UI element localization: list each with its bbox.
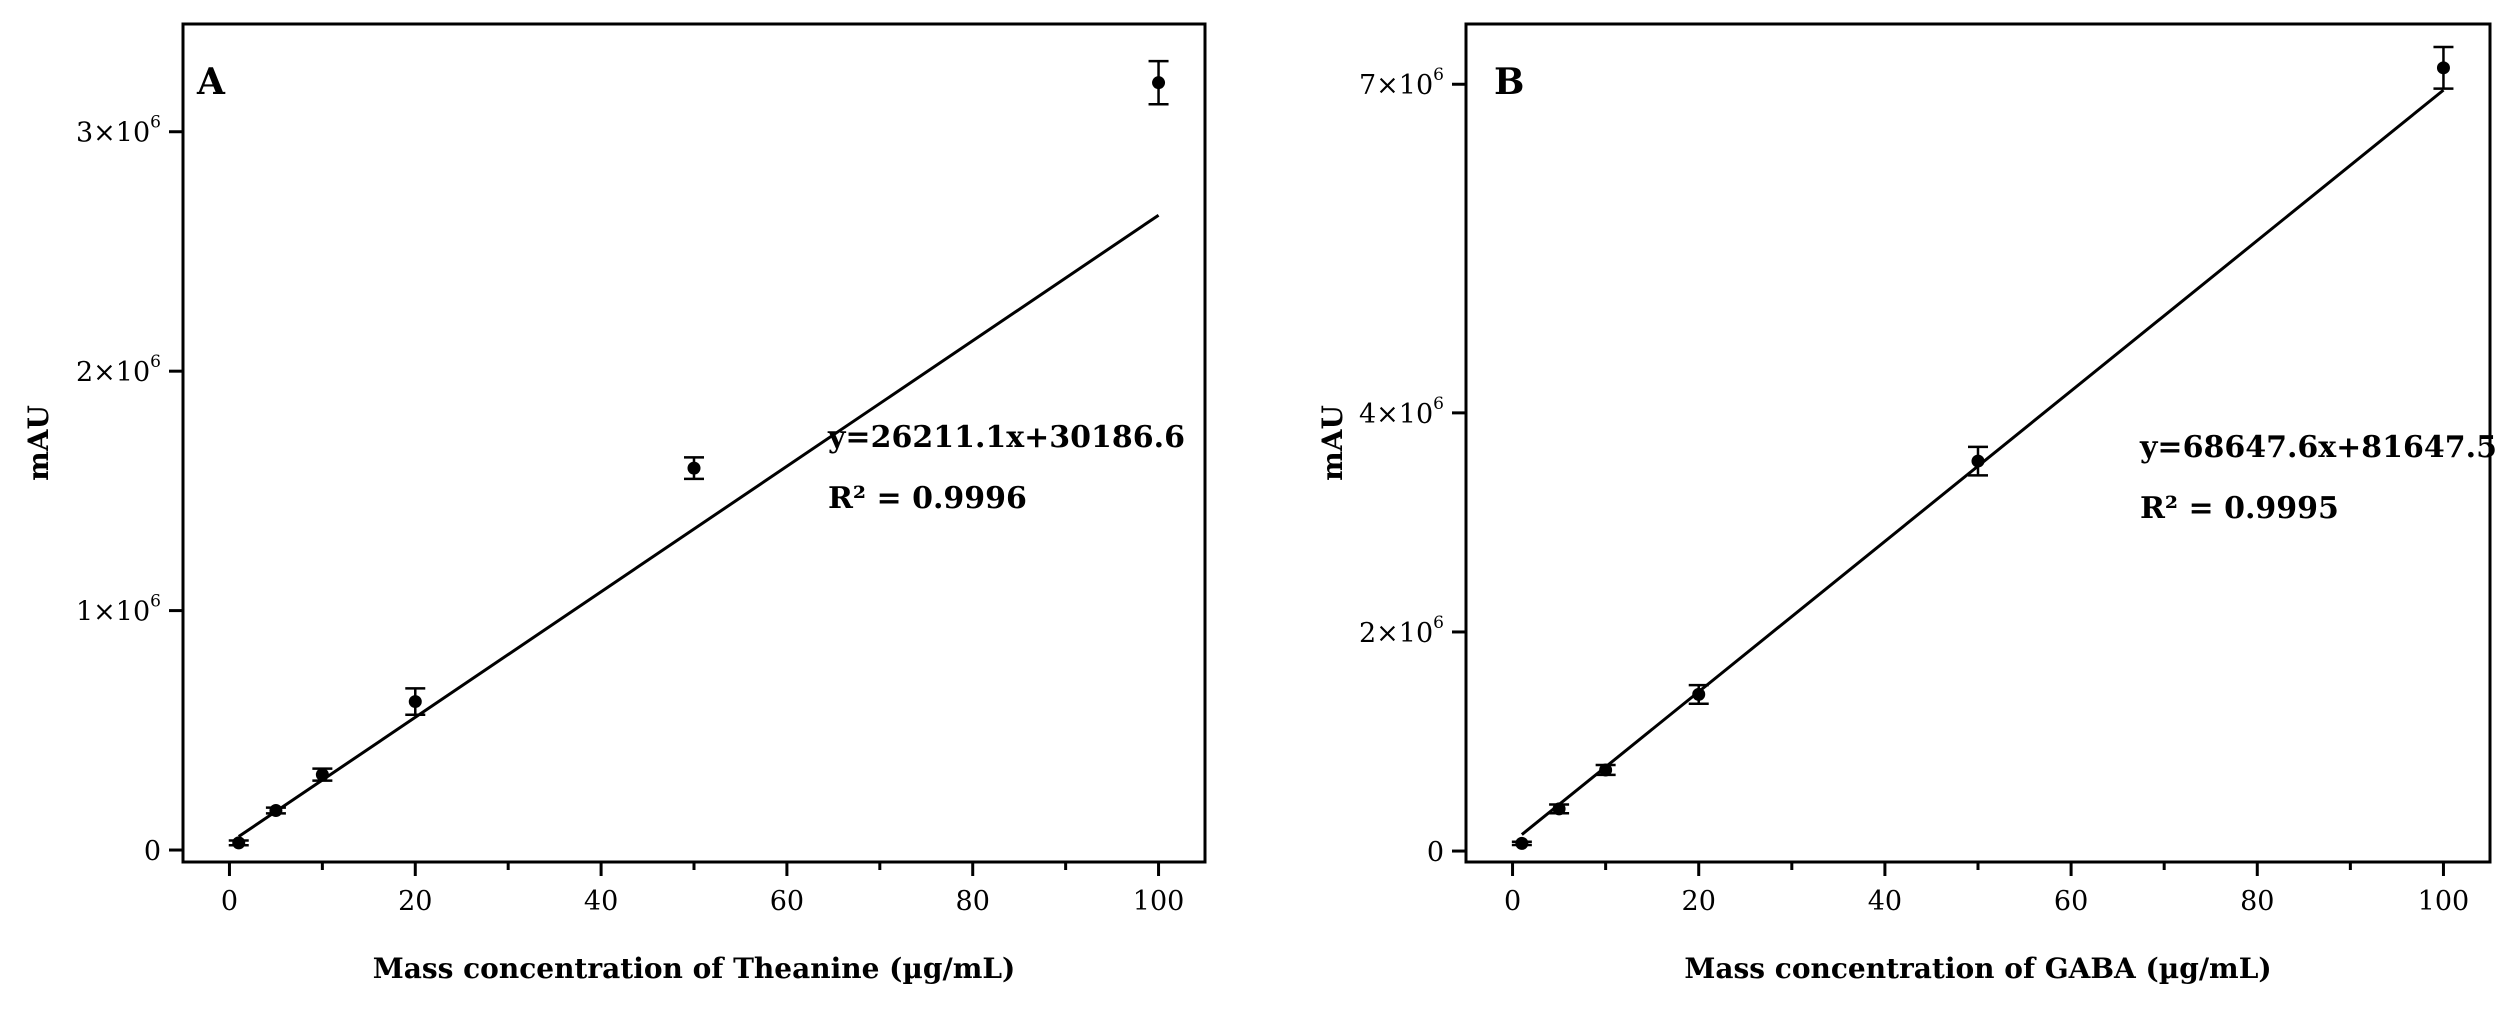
x-tick-label: 80 <box>2240 886 2274 917</box>
data-point <box>1692 687 1706 701</box>
y-tick-label: 2×106 <box>1359 613 1444 649</box>
data-point <box>1152 76 1166 90</box>
y-tick-label-exponent: 6 <box>1433 394 1444 414</box>
x-tick-label: 40 <box>1868 886 1902 917</box>
data-point <box>1599 763 1613 777</box>
x-tick-label: 20 <box>1682 886 1716 917</box>
data-point <box>687 461 701 475</box>
r-squared: R² = 0.9996 <box>828 481 1027 516</box>
data-point <box>1552 802 1566 816</box>
y-tick-label-exponent: 6 <box>150 592 161 612</box>
y-tick-label-exponent: 6 <box>150 113 161 133</box>
data-point <box>1971 454 1985 468</box>
panel-label: B <box>1494 61 1524 103</box>
data-point <box>408 695 422 709</box>
fit-line <box>237 213 1160 838</box>
y-tick-label: 7×106 <box>1359 65 1444 101</box>
y-tick-label-base: 1×10 <box>76 597 150 628</box>
data-point <box>232 836 246 850</box>
y-tick-label-base: 2×10 <box>1359 618 1433 649</box>
data-point <box>269 804 283 818</box>
y-axis-title: mAU <box>22 405 55 481</box>
x-tick-label: 40 <box>584 886 618 917</box>
x-tick-label: 100 <box>1133 886 1185 917</box>
panel-label: A <box>196 61 226 103</box>
y-tick-label: 0 <box>1427 837 1444 868</box>
y-tick-label-exponent: 6 <box>150 352 161 372</box>
x-tick-label: 80 <box>956 886 990 917</box>
fit-equation: y=26211.1x+30186.6 <box>827 420 1185 455</box>
y-tick-label-exponent: 6 <box>1433 65 1444 85</box>
x-axis-title: Mass concentration of GABA (µg/mL) <box>1684 952 2271 985</box>
data-point <box>1515 836 1529 850</box>
x-tick-label: 0 <box>221 886 238 917</box>
x-tick-label: 20 <box>398 886 432 917</box>
y-tick-label-base: 7×10 <box>1359 70 1433 101</box>
r-squared: R² = 0.9995 <box>2140 491 2339 526</box>
y-tick-label: 2×106 <box>76 352 161 388</box>
y-tick-label: 3×106 <box>76 113 161 149</box>
y-axis-title: mAU <box>1316 405 1349 481</box>
y-tick-label-base: 4×10 <box>1359 399 1433 430</box>
y-tick-label-base: 2×10 <box>76 357 150 388</box>
x-axis-title: Mass concentration of Theanine (µg/mL) <box>373 952 1016 985</box>
y-tick-label: 1×106 <box>76 592 161 628</box>
y-tick-label: 0 <box>144 836 161 867</box>
y-tick-label-base: 0 <box>144 836 161 867</box>
data-point <box>2436 61 2450 75</box>
data-point <box>315 768 329 782</box>
x-tick-label: 0 <box>1504 886 1521 917</box>
fit-equation: y=68647.6x+81647.5 <box>2139 430 2497 465</box>
x-tick-label: 60 <box>770 886 804 917</box>
y-tick-label-base: 0 <box>1427 837 1444 868</box>
x-tick-label: 60 <box>2054 886 2088 917</box>
y-tick-label: 4×106 <box>1359 394 1444 430</box>
y-tick-label-exponent: 6 <box>1433 613 1444 633</box>
y-tick-label-base: 3×10 <box>76 118 150 149</box>
x-tick-label: 100 <box>2418 886 2470 917</box>
